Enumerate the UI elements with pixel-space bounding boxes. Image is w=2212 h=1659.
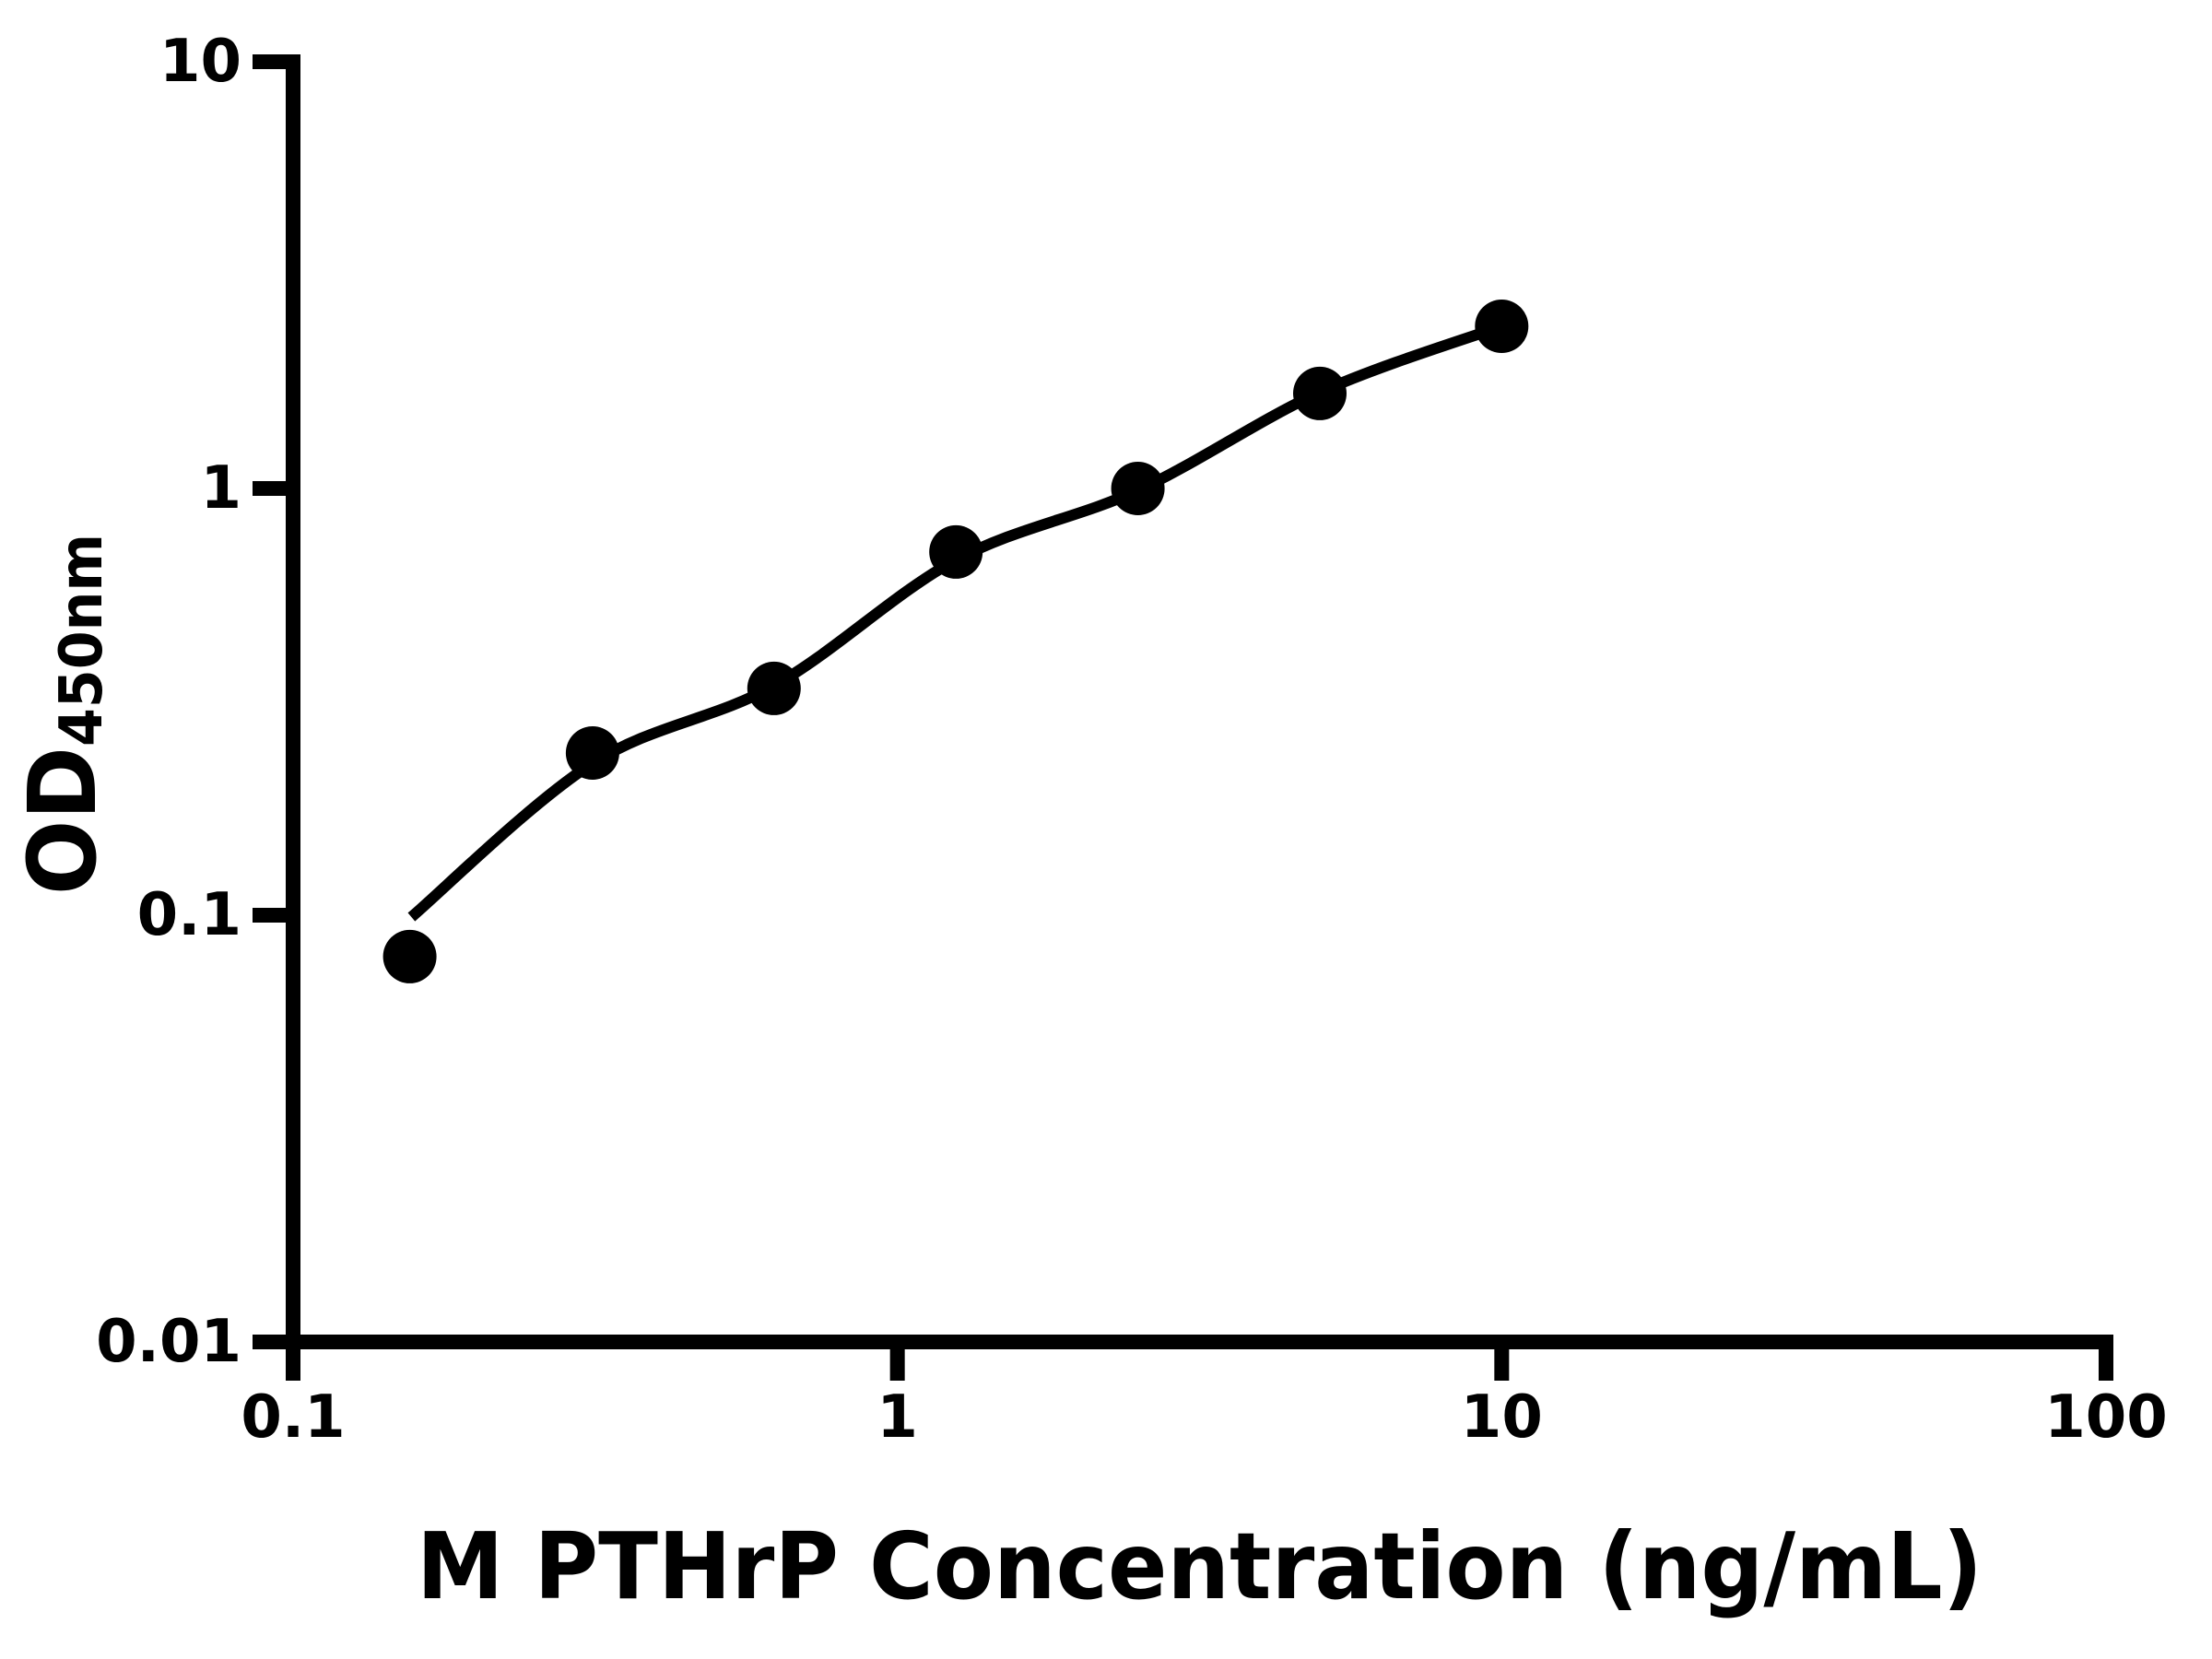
data-point	[929, 524, 983, 579]
y-axis-title-subscript: 450nm	[48, 533, 116, 747]
y-axis-title: OD 450nm	[8, 498, 127, 931]
data-point	[1111, 462, 1165, 515]
y-tick-label: 1	[200, 454, 241, 523]
data-point	[747, 661, 801, 715]
data-point	[382, 929, 437, 983]
data-point	[565, 726, 619, 780]
x-tick-label: 10	[1460, 1383, 1543, 1452]
y-tick-label: 0.1	[136, 881, 241, 949]
x-tick-label: 1	[877, 1383, 918, 1452]
x-tick-label: 100	[2044, 1383, 2168, 1452]
x-tick-label: 0.1	[241, 1383, 346, 1452]
y-tick-label: 10	[159, 28, 241, 96]
y-tick-label: 0.01	[96, 1308, 241, 1376]
data-point	[1475, 300, 1529, 353]
fit-curve	[407, 321, 1504, 922]
data-point	[1293, 366, 1347, 420]
x-axis-title: M PTHrP Concentration (ng/mL)	[416, 1512, 1983, 1620]
y-axis-title-main: OD	[8, 747, 118, 896]
